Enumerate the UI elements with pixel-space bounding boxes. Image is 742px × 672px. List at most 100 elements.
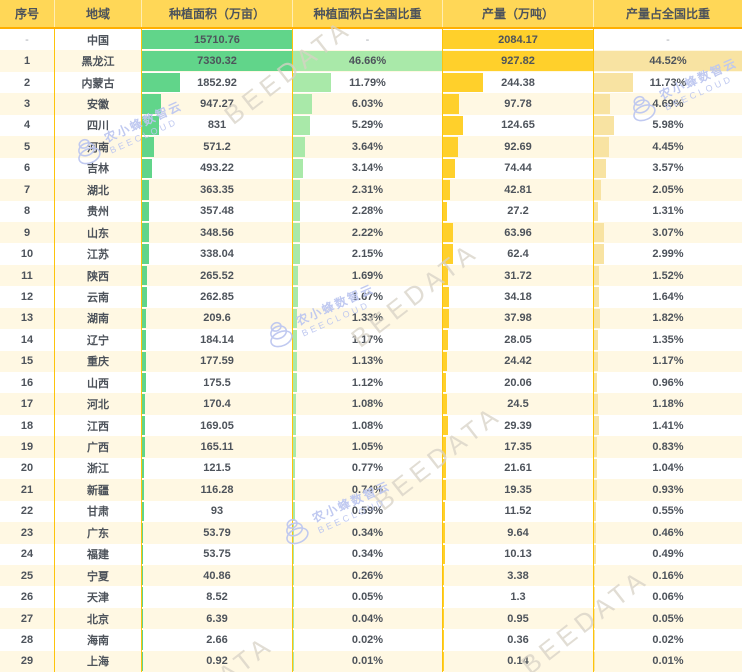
cell-value: 3.57% xyxy=(652,162,684,175)
cell-output: 21.61 xyxy=(443,457,594,480)
cell-planting-area: 0.92 xyxy=(142,650,293,672)
cell-value: 17 xyxy=(20,398,34,411)
cell-value: 20 xyxy=(20,462,34,475)
cell-planting-area-share: 1.33% xyxy=(293,307,443,330)
cell-value: 17.35 xyxy=(504,441,532,454)
cell-value: 2.66 xyxy=(206,633,228,646)
cell-value: 1 xyxy=(23,55,31,68)
value-bar xyxy=(594,244,604,264)
value-bar xyxy=(594,480,598,500)
cell-value: 44.52% xyxy=(649,55,687,68)
cell-index: 29 xyxy=(0,650,55,672)
cell-planting-area: 184.14 xyxy=(142,329,293,351)
cell-index: 9 xyxy=(0,221,55,244)
cell-planting-area: 116.28 xyxy=(142,479,293,501)
value-bar xyxy=(443,415,448,436)
cell-index: 3 xyxy=(0,93,55,115)
table-row: 23 广东 53.79 0.34% 9.64 0.46% xyxy=(0,522,742,544)
cell-index: 25 xyxy=(0,564,55,587)
value-bar xyxy=(443,137,458,157)
value-bar xyxy=(293,180,301,200)
cell-output-share: 1.17% xyxy=(594,351,742,372)
cell-value: 927.82 xyxy=(501,55,535,68)
cell-output: 927.82 xyxy=(443,50,594,72)
value-bar xyxy=(293,158,304,179)
cell-value: 1.69% xyxy=(351,269,384,282)
cell-output: 17.35 xyxy=(443,436,594,458)
cell-value: 0.77% xyxy=(351,462,384,475)
table-row: 28 海南 2.66 0.02% 0.36 0.02% xyxy=(0,629,742,651)
cell-value: 63.96 xyxy=(504,226,532,239)
cell-value: 6.03% xyxy=(351,98,384,111)
cell-value: 21 xyxy=(20,483,34,496)
cell-output-share: 0.46% xyxy=(594,522,742,543)
cell-output: 24.5 xyxy=(443,393,594,415)
cell-value: 165.11 xyxy=(200,441,234,454)
table-row: 25 宁夏 40.86 0.26% 3.38 0.16% xyxy=(0,564,742,587)
cell-value: 1852.92 xyxy=(197,76,237,89)
cell-value: 2.28% xyxy=(351,205,384,218)
cell-region: 重庆 xyxy=(55,350,142,372)
cell-value: 0.92 xyxy=(206,655,228,668)
cell-value: 四川 xyxy=(87,120,109,133)
value-bar xyxy=(142,222,150,243)
cell-value: 吉林 xyxy=(87,163,109,176)
cell-value: 1.04% xyxy=(652,462,684,475)
cell-index: 1 xyxy=(0,50,55,72)
cell-value: 6 xyxy=(23,162,31,175)
value-bar xyxy=(293,330,297,350)
cell-planting-area-share: 5.29% xyxy=(293,114,443,137)
cell-output-share: 1.82% xyxy=(594,308,742,329)
cell-planting-area-share: 0.74% xyxy=(293,479,443,501)
value-bar xyxy=(594,437,597,457)
cell-value: 92.69 xyxy=(504,140,532,153)
value-bar xyxy=(443,501,445,522)
cell-value: 广西 xyxy=(87,442,109,455)
cell-index: 6 xyxy=(0,157,55,180)
cell-region: 陕西 xyxy=(55,264,142,287)
value-bar xyxy=(443,608,444,629)
value-bar xyxy=(293,265,299,286)
cell-value: 13 xyxy=(20,312,34,325)
value-bar xyxy=(142,72,180,93)
cell-value: 0.59% xyxy=(351,505,384,518)
cell-value: 357.48 xyxy=(200,205,234,218)
cell-value: 1.31% xyxy=(652,205,684,218)
cell-value: 湖南 xyxy=(87,313,109,326)
value-bar xyxy=(293,115,310,136)
value-bar xyxy=(142,201,150,221)
cell-planting-area-share: - xyxy=(293,29,443,51)
cell-planting-area: 170.4 xyxy=(142,393,293,415)
cell-output-share: 3.57% xyxy=(594,158,742,179)
cell-output: 2084.17 xyxy=(443,29,594,51)
cell-value: 0.46% xyxy=(652,526,684,539)
cell-planting-area-share: 0.02% xyxy=(293,629,443,651)
cell-value: 2.99% xyxy=(652,248,684,261)
cell-value: 1.17% xyxy=(351,333,384,346)
cell-value: 1.35% xyxy=(652,333,684,346)
cell-value: 29 xyxy=(20,655,34,668)
cell-value: 363.35 xyxy=(200,183,234,196)
cell-planting-area: 1852.92 xyxy=(142,71,293,94)
cell-value: 河南 xyxy=(87,141,109,154)
cell-value: - xyxy=(365,33,370,46)
table-row: 20 浙江 121.5 0.77% 21.61 1.04% xyxy=(0,457,742,480)
cell-output: 244.38 xyxy=(443,71,594,94)
cell-value: 338.04 xyxy=(200,248,234,261)
cell-value: 11.73% xyxy=(649,76,687,89)
value-bar xyxy=(142,565,143,586)
cell-output-share: 1.41% xyxy=(594,415,742,436)
cell-value: 27.2 xyxy=(507,205,529,218)
cell-region: 安徽 xyxy=(55,93,142,115)
value-bar xyxy=(293,287,299,307)
table-header: 序号 地域 种植面积（万亩） 种植面积占全国比重 产量（万吨） 产量占全国比重 xyxy=(0,0,742,29)
value-bar xyxy=(594,630,595,650)
cell-planting-area: 121.5 xyxy=(142,457,293,480)
cell-planting-area: 2.66 xyxy=(142,629,293,651)
table-body: - 中国 15710.76-2084.17-1 黑龙江 7330.32 46.66% 927… xyxy=(0,29,742,672)
cell-planting-area: 357.48 xyxy=(142,200,293,222)
cell-value: 0.26% xyxy=(351,569,384,582)
cell-value: 0.34% xyxy=(351,548,384,561)
table-row: 19 广西 165.11 1.05% 17.35 0.83% xyxy=(0,436,742,458)
table-row: 13 湖南 209.6 1.33% 37.98 1.82% xyxy=(0,307,742,330)
